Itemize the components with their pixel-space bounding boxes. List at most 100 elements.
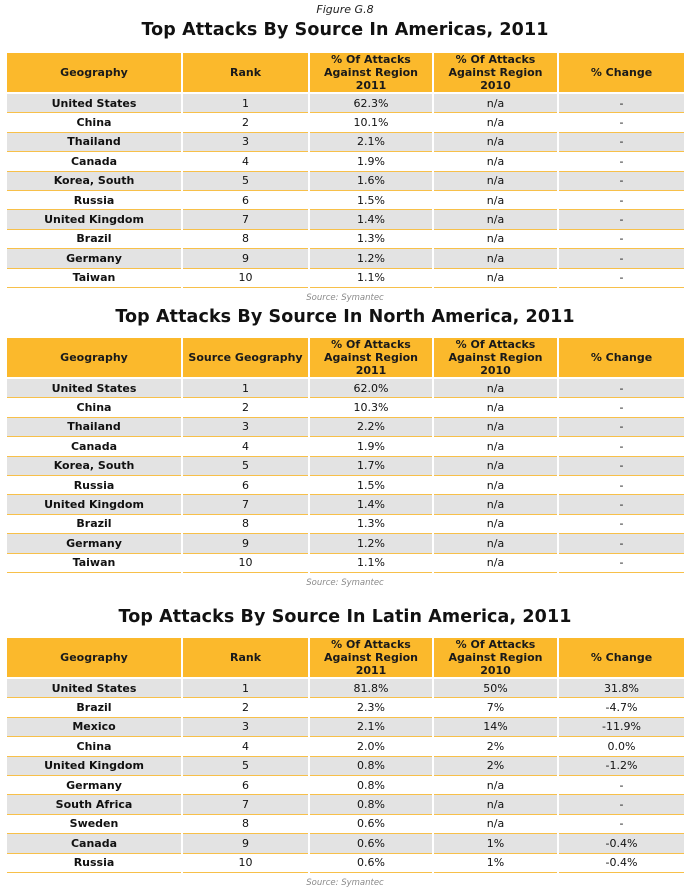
cell-pct-2011: 1.6% bbox=[309, 171, 434, 191]
cell-rank: 4 bbox=[182, 736, 310, 757]
cell-pct-2010: n/a bbox=[433, 132, 559, 153]
cell-rank: 2 bbox=[182, 397, 310, 418]
table-row: Brazil 8 1.3% n/a - bbox=[7, 514, 684, 535]
source-note: Source: Symantec bbox=[306, 878, 384, 888]
header-rank: Rank bbox=[182, 638, 310, 679]
cell-pct-2011: 1.5% bbox=[309, 475, 434, 496]
header-source-geography: Source Geography bbox=[182, 338, 310, 379]
header-pct-2010: % Of Attacks Against Region 2010 bbox=[433, 638, 559, 679]
source-note: Source: Symantec bbox=[306, 578, 384, 588]
north-america-table-title: Top Attacks By Source In North America, … bbox=[115, 307, 575, 327]
header-change: % Change bbox=[558, 53, 684, 94]
cell-change: - bbox=[558, 553, 684, 573]
table-row: United States 1 81.8% 50% 31.8% bbox=[7, 678, 684, 699]
cell-pct-2010: n/a bbox=[433, 229, 559, 250]
cell-pct-2011: 1.5% bbox=[309, 190, 434, 211]
cell-pct-2011: 2.1% bbox=[309, 132, 434, 153]
cell-rank: 9 bbox=[182, 833, 310, 854]
cell-geography: Germany bbox=[7, 248, 183, 269]
north-america-table: Geography Source Geography % Of Attacks … bbox=[7, 338, 684, 573]
table-row: Russia 10 0.6% 1% -0.4% bbox=[7, 853, 684, 873]
cell-pct-2010: 14% bbox=[433, 717, 559, 738]
table-row: Korea, South 5 1.7% n/a - bbox=[7, 456, 684, 476]
cell-change: -11.9% bbox=[558, 717, 684, 738]
cell-change: - bbox=[558, 93, 684, 114]
table-header-row: Geography Rank % Of Attacks Against Regi… bbox=[7, 638, 684, 679]
cell-pct-2011: 2.3% bbox=[309, 697, 434, 718]
figure-label: Figure G.8 bbox=[316, 3, 374, 16]
cell-pct-2010: n/a bbox=[433, 494, 559, 515]
cell-change: - bbox=[558, 814, 684, 835]
cell-pct-2010: n/a bbox=[433, 514, 559, 535]
cell-geography: Thailand bbox=[7, 417, 183, 438]
cell-pct-2011: 0.8% bbox=[309, 794, 434, 815]
header-pct-2010: % Of Attacks Against Region 2010 bbox=[433, 338, 559, 379]
cell-change: -0.4% bbox=[558, 833, 684, 854]
cell-rank: 4 bbox=[182, 436, 310, 457]
cell-geography: Canada bbox=[7, 436, 183, 457]
cell-change: - bbox=[558, 475, 684, 496]
cell-geography: Korea, South bbox=[7, 456, 183, 476]
americas-table-title: Top Attacks By Source In Americas, 2011 bbox=[141, 20, 549, 40]
cell-rank: 7 bbox=[182, 494, 310, 515]
source-note: Source: Symantec bbox=[306, 293, 384, 303]
table-row: China 4 2.0% 2% 0.0% bbox=[7, 736, 684, 757]
table-row: United States 1 62.3% n/a - bbox=[7, 93, 684, 114]
cell-pct-2010: n/a bbox=[433, 397, 559, 418]
table-row: Korea, South 5 1.6% n/a - bbox=[7, 171, 684, 191]
cell-rank: 8 bbox=[182, 514, 310, 535]
table-row: Brazil 8 1.3% n/a - bbox=[7, 229, 684, 250]
header-change: % Change bbox=[558, 338, 684, 379]
header-change: % Change bbox=[558, 638, 684, 679]
table-row: United Kingdom 5 0.8% 2% -1.2% bbox=[7, 756, 684, 776]
cell-change: - bbox=[558, 132, 684, 153]
cell-rank: 10 bbox=[182, 553, 310, 573]
cell-pct-2011: 10.3% bbox=[309, 397, 434, 418]
cell-change: - bbox=[558, 378, 684, 399]
cell-geography: Russia bbox=[7, 853, 183, 873]
cell-change: - bbox=[558, 436, 684, 457]
cell-rank: 10 bbox=[182, 268, 310, 288]
header-geography: Geography bbox=[7, 53, 183, 94]
cell-pct-2011: 10.1% bbox=[309, 112, 434, 133]
table-row: Thailand 3 2.1% n/a - bbox=[7, 132, 684, 153]
cell-rank: 2 bbox=[182, 697, 310, 718]
cell-rank: 7 bbox=[182, 794, 310, 815]
cell-pct-2011: 0.6% bbox=[309, 814, 434, 835]
header-pct-2011: % Of Attacks Against Region 2011 bbox=[309, 338, 434, 379]
table-row: Taiwan 10 1.1% n/a - bbox=[7, 553, 684, 573]
header-rank: Rank bbox=[182, 53, 310, 94]
cell-geography: China bbox=[7, 736, 183, 757]
cell-change: - bbox=[558, 248, 684, 269]
cell-geography: United States bbox=[7, 678, 183, 699]
cell-geography: Germany bbox=[7, 533, 183, 554]
cell-pct-2010: n/a bbox=[433, 775, 559, 796]
cell-change: - bbox=[558, 112, 684, 133]
cell-rank: 5 bbox=[182, 171, 310, 191]
cell-change: - bbox=[558, 794, 684, 815]
cell-pct-2010: n/a bbox=[433, 248, 559, 269]
cell-pct-2011: 0.6% bbox=[309, 853, 434, 873]
cell-rank: 5 bbox=[182, 456, 310, 476]
cell-rank: 2 bbox=[182, 112, 310, 133]
cell-pct-2010: n/a bbox=[433, 171, 559, 191]
cell-pct-2010: n/a bbox=[433, 456, 559, 476]
table-row: Russia 6 1.5% n/a - bbox=[7, 190, 684, 211]
table-row: United Kingdom 7 1.4% n/a - bbox=[7, 494, 684, 515]
cell-geography: United Kingdom bbox=[7, 756, 183, 776]
cell-geography: Canada bbox=[7, 833, 183, 854]
cell-geography: Mexico bbox=[7, 717, 183, 738]
table-row: Taiwan 10 1.1% n/a - bbox=[7, 268, 684, 288]
cell-change: - bbox=[558, 209, 684, 230]
cell-pct-2010: n/a bbox=[433, 209, 559, 230]
cell-pct-2010: n/a bbox=[433, 533, 559, 554]
cell-geography: Brazil bbox=[7, 229, 183, 250]
cell-pct-2010: n/a bbox=[433, 268, 559, 288]
cell-pct-2011: 1.9% bbox=[309, 151, 434, 172]
table-row: United States 1 62.0% n/a - bbox=[7, 378, 684, 399]
cell-pct-2010: n/a bbox=[433, 814, 559, 835]
cell-change: - bbox=[558, 268, 684, 288]
header-pct-2011: % Of Attacks Against Region 2011 bbox=[309, 638, 434, 679]
cell-geography: Germany bbox=[7, 775, 183, 796]
table-row: Canada 4 1.9% n/a - bbox=[7, 436, 684, 457]
